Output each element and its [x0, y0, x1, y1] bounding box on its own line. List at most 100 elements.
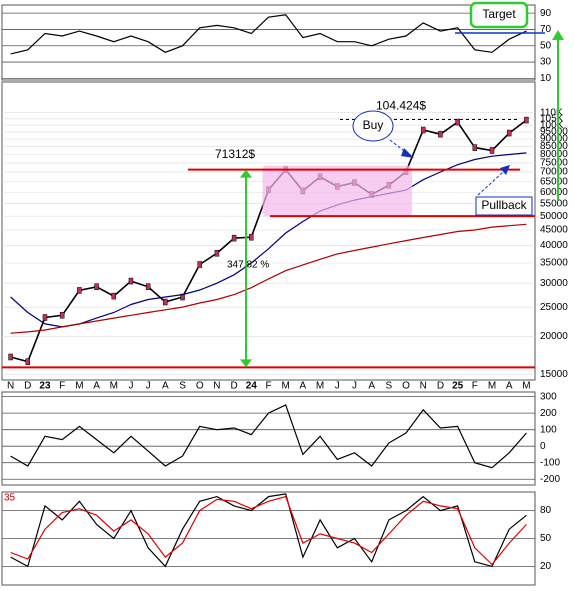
y-tick-label: 50	[540, 40, 552, 51]
x-tick-label: A	[162, 381, 169, 392]
y-tick-label: 95000	[540, 127, 568, 138]
y-tick-label: 30000	[540, 278, 568, 289]
panel-frame	[1, 81, 536, 381]
price-bar	[455, 118, 460, 126]
consolidation-box	[262, 165, 413, 217]
x-tick-label: J	[128, 381, 133, 392]
y-tick-label: 45000	[540, 225, 568, 236]
x-tick-label: J	[352, 381, 357, 392]
price-bar	[420, 126, 426, 134]
series-line	[10, 404, 527, 469]
x-tick-label: F	[265, 381, 271, 392]
series-line	[10, 152, 527, 328]
price-bar	[489, 147, 495, 154]
target-label: 104.424$	[376, 99, 426, 113]
price-bar	[128, 277, 134, 285]
x-tick-label: 25	[452, 381, 464, 392]
y-tick-label: 70000	[540, 167, 568, 178]
y-tick-label: 80000	[540, 149, 568, 160]
y-tick-label: 50	[540, 533, 552, 544]
price-bar	[163, 298, 168, 306]
x-tick-label: M	[522, 381, 530, 392]
y-tick-label: 70	[540, 24, 552, 35]
y-tick-label: 40000	[540, 240, 568, 251]
x-tick-label: M	[282, 381, 290, 392]
series-line	[10, 223, 527, 334]
x-tick-label: 24	[246, 381, 258, 392]
x-tick-label: J	[335, 381, 340, 392]
price-bar	[25, 358, 31, 365]
x-tick-label: M	[316, 381, 324, 392]
price-bar	[111, 292, 117, 300]
price-bar	[8, 353, 13, 361]
y-tick-label: 0	[540, 441, 546, 452]
y-tick-label: 90	[540, 8, 552, 19]
pullback-note: Pullback	[481, 198, 527, 212]
price-bar	[59, 312, 65, 319]
y-tick-label: 200	[540, 408, 557, 419]
price-bar	[506, 129, 512, 137]
price-bar	[145, 283, 151, 291]
price-bar	[94, 283, 99, 291]
y-tick-label: 300	[540, 391, 557, 402]
x-tick-label: D	[437, 381, 444, 392]
buy-note: Buy	[363, 118, 384, 132]
target-note: Target	[482, 7, 516, 21]
pullback-arrow	[477, 171, 504, 196]
y-tick-label: 75000	[540, 158, 568, 169]
price-bar	[197, 261, 202, 268]
x-tick-label: A	[93, 381, 100, 392]
y-tick-label: 50000	[540, 211, 568, 222]
y-tick-label: -100	[540, 457, 560, 468]
series-line	[10, 495, 527, 566]
x-tick-label: D	[230, 381, 237, 392]
x-tick-label: M	[488, 381, 496, 392]
resistance-label: 71312$	[215, 147, 255, 161]
price-bar	[231, 234, 237, 242]
gain-label: 347.82 %	[227, 260, 269, 271]
y-tick-label: 90000	[540, 134, 568, 145]
target-box	[469, 1, 529, 29]
price-bar	[42, 314, 48, 321]
x-tick-label: M	[75, 381, 83, 392]
y-tick-label: 100	[540, 424, 557, 435]
x-tick-label: S	[386, 381, 393, 392]
x-tick-label: J	[146, 381, 151, 392]
x-tick-label: S	[179, 381, 186, 392]
x-tick-label: O	[196, 381, 204, 392]
series-line	[10, 493, 527, 568]
y-tick-label: 105K	[540, 113, 564, 124]
price-bar	[472, 144, 478, 151]
panel-frame	[1, 391, 536, 486]
pullback-box	[475, 196, 533, 216]
y-tick-label: 55000	[540, 198, 568, 209]
price-bar	[249, 233, 254, 241]
x-tick-label: O	[402, 381, 410, 392]
arrow-head	[500, 165, 510, 175]
x-tick-label: D	[24, 381, 31, 392]
x-tick-label: A	[300, 381, 307, 392]
x-tick-label: A	[368, 381, 375, 392]
x-tick-label: N	[420, 381, 427, 392]
price-bar	[77, 287, 82, 294]
y-tick-label: 60000	[540, 187, 568, 198]
corner-label: 35	[4, 493, 16, 504]
price-bar	[524, 116, 529, 124]
x-tick-label: M	[110, 381, 118, 392]
series-line	[10, 14, 527, 55]
x-tick-label: F	[472, 381, 478, 392]
panel-frame	[1, 4, 536, 81]
buy-circle	[352, 110, 394, 142]
y-tick-label: 80	[540, 505, 552, 516]
price-bar	[438, 130, 443, 138]
y-tick-label: 15000	[540, 369, 568, 380]
x-tick-label: A	[506, 381, 513, 392]
y-tick-label: -200	[540, 474, 560, 485]
y-tick-label: 110K	[540, 107, 563, 118]
y-tick-label: 10	[540, 73, 552, 84]
arrow-head	[401, 148, 414, 158]
x-tick-label: N	[213, 381, 220, 392]
y-tick-label: 25000	[540, 302, 568, 313]
